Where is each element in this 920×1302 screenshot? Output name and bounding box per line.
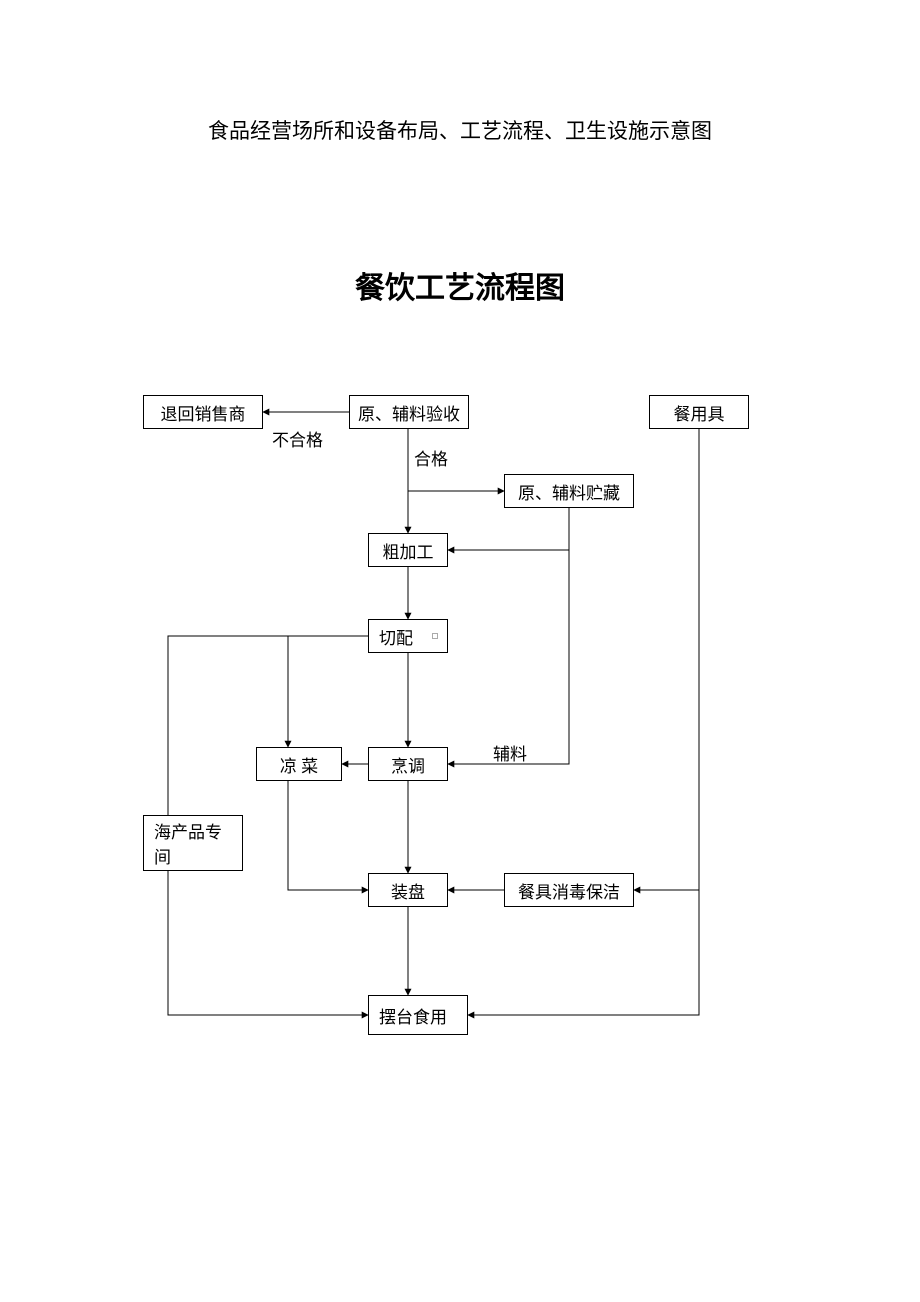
- node-seafood: 海产品专间: [143, 815, 243, 871]
- node-cook: 烹调: [368, 747, 448, 781]
- node-storage: 原、辅料贮藏: [504, 474, 634, 508]
- node-rough: 粗加工: [368, 533, 448, 567]
- edges-layer: [0, 0, 920, 1302]
- node-return-vendor: 退回销售商: [143, 395, 263, 429]
- label-aux: 辅料: [493, 740, 527, 765]
- page-title: 餐饮工艺流程图: [0, 263, 920, 307]
- label-fail: 不合格: [272, 426, 323, 451]
- node-serve: 摆台食用: [368, 995, 468, 1035]
- node-tableware: 餐用具: [649, 395, 749, 429]
- node-plate: 装盘: [368, 873, 448, 907]
- page-header: 食品经营场所和设备布局、工艺流程、卫生设施示意图: [0, 115, 920, 145]
- node-cold: 凉 菜: [256, 747, 342, 781]
- label-pass: 合格: [414, 445, 448, 470]
- node-sanitize: 餐具消毒保洁: [504, 873, 634, 907]
- node-accept: 原、辅料验收: [349, 395, 469, 429]
- watermark-dot-icon: [432, 633, 438, 639]
